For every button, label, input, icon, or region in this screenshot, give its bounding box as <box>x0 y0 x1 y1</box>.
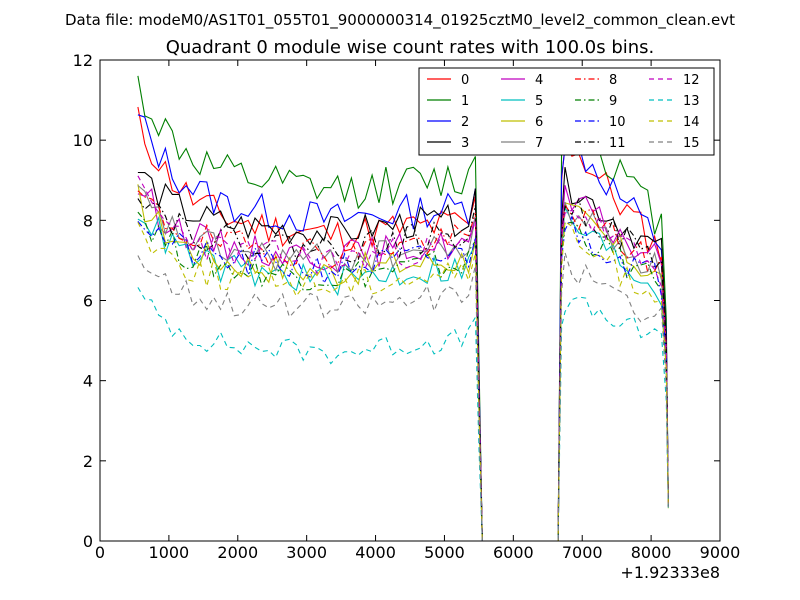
legend-label: 13 <box>683 94 700 109</box>
y-tick-label: 8 <box>83 211 93 230</box>
series-line-0 <box>137 106 669 541</box>
series-line-7 <box>137 185 669 541</box>
series-line-2 <box>137 114 669 541</box>
chart-suptitle: Data file: modeM0/AS1T01_055T01_90000003… <box>65 11 735 30</box>
x-tick-label: 0 <box>95 543 105 562</box>
series-line-12 <box>137 175 669 541</box>
series-line-15 <box>137 252 669 541</box>
series-line-3 <box>137 166 669 541</box>
x-tick-label: 5000 <box>424 543 465 562</box>
legend-label: 0 <box>461 73 469 88</box>
series-line-14 <box>137 220 669 541</box>
legend-label: 12 <box>683 73 700 88</box>
y-tick-label: 2 <box>83 452 93 471</box>
x-offset-label: +1.92333e8 <box>620 563 720 582</box>
legend-label: 1 <box>461 94 469 109</box>
x-tick-label: 7000 <box>562 543 603 562</box>
x-tick-label: 4000 <box>355 543 396 562</box>
legend-box <box>418 67 715 156</box>
legend-label: 9 <box>609 94 617 109</box>
series-line-5 <box>137 205 669 541</box>
x-tick-label: 2000 <box>217 543 258 562</box>
y-tick-label: 6 <box>83 292 93 311</box>
legend-label: 8 <box>609 73 617 88</box>
legend-label: 11 <box>609 136 626 151</box>
legend-label: 6 <box>535 115 543 130</box>
x-axis: 0 1000 2000 3000 4000 5000 6000 7000 8000 9000 <box>95 60 740 562</box>
y-tick-label: 12 <box>73 51 93 70</box>
series-line-9 <box>137 211 669 541</box>
legend-label: 15 <box>683 136 700 151</box>
legend-label: 5 <box>535 94 543 109</box>
legend-label: 7 <box>535 136 543 151</box>
series-line-6 <box>137 184 669 541</box>
x-tick-label: 1000 <box>149 543 190 562</box>
chart-title: Quadrant 0 module wise count rates with … <box>166 37 655 58</box>
legend-label: 14 <box>683 115 700 130</box>
y-tick-label: 10 <box>73 131 93 150</box>
x-tick-label: 6000 <box>493 543 534 562</box>
y-tick-label: 0 <box>83 532 93 551</box>
series-line-8 <box>137 190 669 541</box>
legend-label: 3 <box>461 136 469 151</box>
series-line-10 <box>137 215 669 541</box>
series-line-11 <box>137 197 669 541</box>
series-line-4 <box>137 185 669 541</box>
x-tick-label: 3000 <box>286 543 327 562</box>
series-layer <box>137 75 669 541</box>
legend-label: 10 <box>609 115 626 130</box>
series-line-13 <box>137 287 669 541</box>
x-tick-label: 9000 <box>700 543 741 562</box>
legend-label: 2 <box>461 115 469 130</box>
x-tick-label: 8000 <box>631 543 672 562</box>
y-tick-label: 4 <box>83 372 93 391</box>
legend-label: 4 <box>535 73 543 88</box>
